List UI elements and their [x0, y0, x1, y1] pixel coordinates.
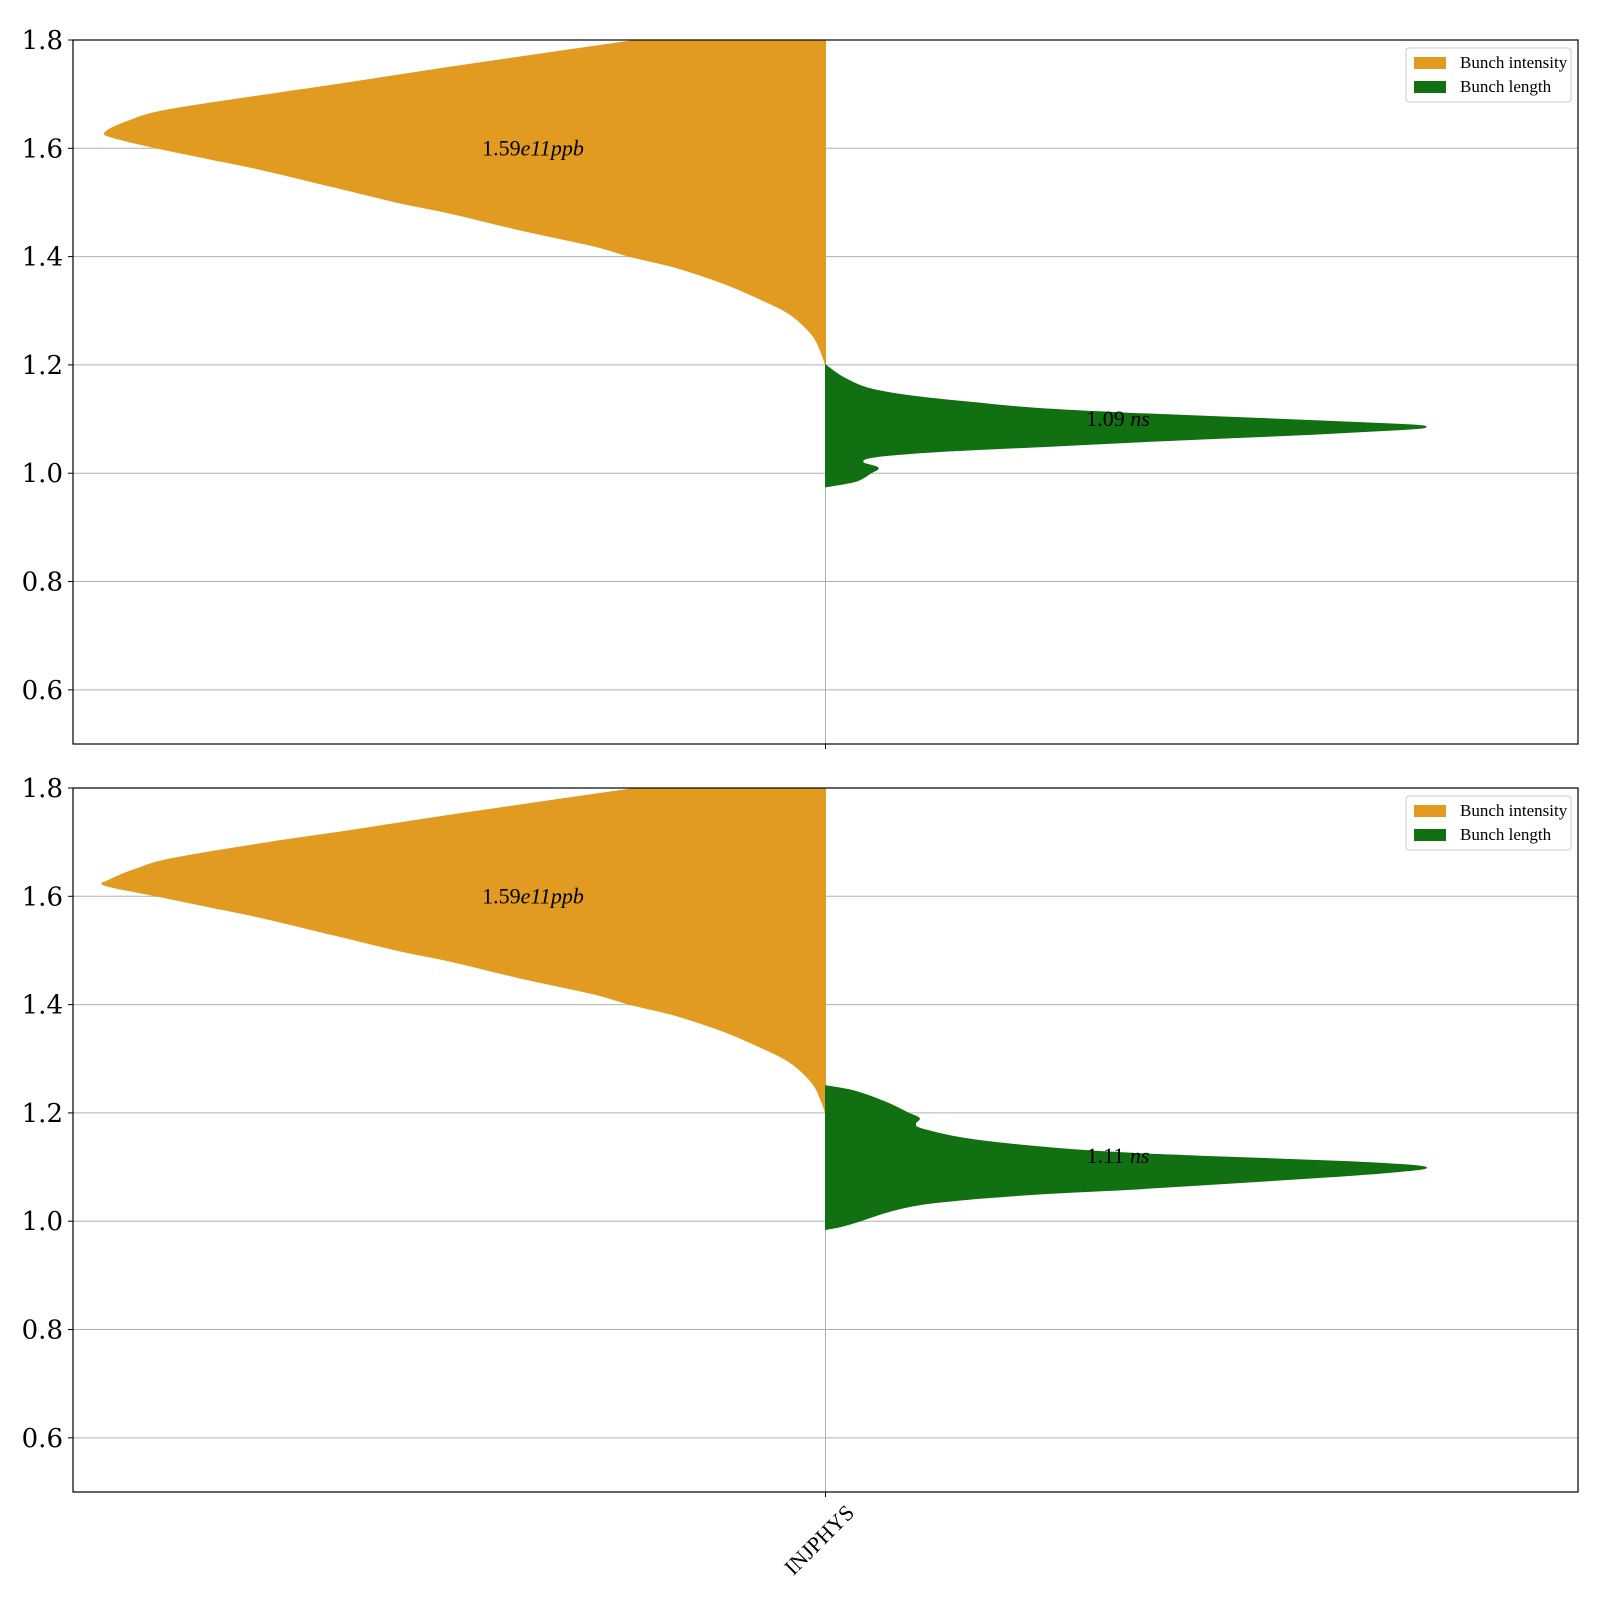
legend: Bunch intensity Bunch length — [1405, 795, 1572, 851]
y-tick-label: 1.6 — [22, 134, 63, 164]
plot-frame — [72, 787, 1579, 1493]
y-tick-label: 1.0 — [22, 1207, 63, 1237]
legend-label: Bunch intensity — [1460, 801, 1568, 820]
violin-bunch-intensity — [101, 788, 826, 1114]
y-tick-label: 0.8 — [22, 568, 63, 598]
y-tick-label: 0.6 — [22, 676, 63, 706]
x-category-label: INJPHYS — [779, 1500, 859, 1580]
violin-bunch-length — [825, 1085, 1427, 1231]
legend-swatch — [1414, 81, 1446, 93]
violin-bunch-intensity — [103, 40, 826, 366]
legend-label: Bunch length — [1460, 825, 1552, 844]
mean-label-intensity: 1.59e11ppb — [482, 883, 584, 908]
y-tick-label: 0.8 — [22, 1316, 63, 1346]
y-tick-label: 1.4 — [22, 991, 63, 1021]
legend: Bunch intensity Bunch length — [1405, 47, 1572, 103]
legend-box — [1405, 47, 1572, 103]
chart-panel-1: 0.6 0.8 1.0 1.2 1.4 1.6 1.8 1.59e11ppb 1.09 ns Bu… — [22, 26, 1579, 749]
legend-box — [1405, 795, 1572, 851]
y-tick-label: 1.6 — [22, 882, 63, 912]
mean-label-length: 1.09 ns — [1086, 406, 1150, 431]
y-tick-label: 1.2 — [22, 351, 63, 381]
mean-label-length: 1.11 ns — [1087, 1143, 1150, 1168]
legend-label: Bunch length — [1460, 77, 1552, 96]
plot-frame — [72, 39, 1579, 745]
legend-swatch — [1414, 805, 1446, 817]
legend-swatch — [1414, 57, 1446, 69]
mean-label-intensity: 1.59e11ppb — [482, 135, 584, 160]
legend-swatch — [1414, 829, 1446, 841]
chart-panel-2: 0.6 0.8 1.0 1.2 1.4 1.6 1.8 1.59e11ppb 1.11 ns Bu… — [22, 774, 1579, 1580]
y-tick-label: 1.8 — [22, 774, 63, 804]
y-tick-label: 1.0 — [22, 459, 63, 489]
y-tick-label: 1.8 — [22, 26, 63, 56]
legend-label: Bunch intensity — [1460, 53, 1568, 72]
y-tick-label: 1.4 — [22, 243, 63, 273]
y-tick-label: 1.2 — [22, 1099, 63, 1129]
violin-bunch-length — [825, 363, 1427, 488]
y-tick-label: 0.6 — [22, 1424, 63, 1454]
